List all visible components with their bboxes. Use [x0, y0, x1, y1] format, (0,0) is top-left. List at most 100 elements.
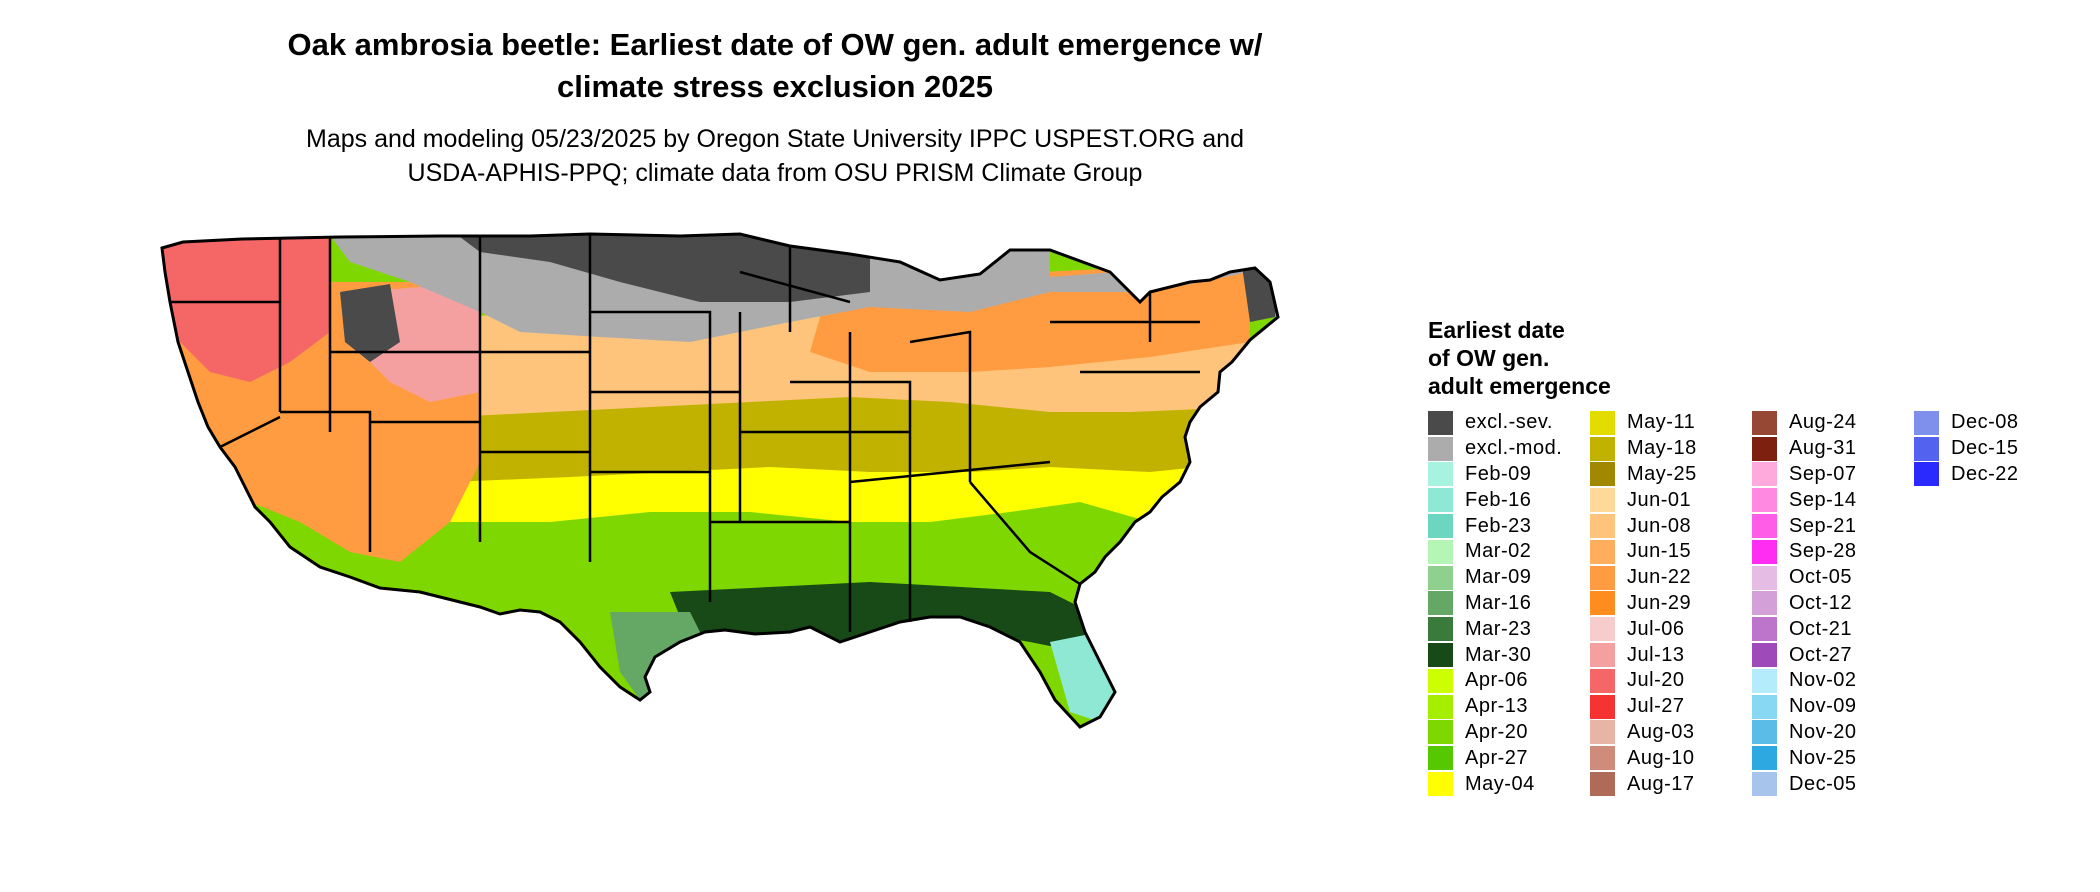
legend-label: Dec-05: [1789, 772, 1857, 795]
legend-label: Sep-07: [1789, 462, 1857, 485]
legend-swatch: [1752, 462, 1777, 487]
legend-item: Aug-03: [1590, 720, 1697, 746]
legend-item: Mar-23: [1428, 616, 1562, 642]
legend-label: Feb-23: [1465, 514, 1532, 537]
legend-swatch: [1752, 746, 1777, 771]
legend-label: Mar-23: [1465, 617, 1532, 640]
zone-excl-severe-wy: [340, 284, 400, 362]
legend-label: Jul-13: [1627, 643, 1685, 666]
legend-swatch: [1590, 410, 1615, 435]
legend-swatch: [1752, 668, 1777, 693]
legend-label: Feb-09: [1465, 462, 1532, 485]
legend-label: Jun-01: [1627, 488, 1692, 511]
legend-label: Jul-20: [1627, 669, 1685, 692]
zone-mar-dark-green: [670, 582, 1110, 652]
legend-label: May-25: [1627, 462, 1697, 485]
legend-swatch: [1752, 617, 1777, 642]
legend-swatch: [1590, 514, 1615, 539]
legend-item: Sep-07: [1752, 462, 1857, 488]
legend-label: Oct-05: [1789, 566, 1853, 589]
legend-label: Jun-22: [1627, 566, 1692, 589]
legend-swatch: [1590, 488, 1615, 513]
legend-swatch: [1752, 565, 1777, 590]
legend-swatch: [1752, 772, 1777, 797]
legend-item: Jul-20: [1590, 668, 1697, 694]
legend-item: May-25: [1590, 462, 1697, 488]
map-subtitle-line-2: USDA-APHIS-PPQ; climate data from OSU PR…: [407, 159, 1143, 187]
legend-swatch: [1590, 539, 1615, 564]
legend-label: Mar-30: [1465, 643, 1532, 666]
legend-swatch: [1752, 643, 1777, 668]
legend-swatch: [1428, 591, 1453, 616]
legend-label: Aug-10: [1627, 746, 1695, 769]
legend-label: Dec-22: [1951, 462, 2019, 485]
legend-swatch: [1590, 436, 1615, 461]
legend-swatch: [1752, 720, 1777, 745]
legend-swatch: [1752, 436, 1777, 461]
us-emergence-map: [160, 232, 1280, 729]
legend-label: Mar-09: [1465, 566, 1532, 589]
legend-item: Oct-12: [1752, 591, 1857, 617]
legend-item: Aug-10: [1590, 745, 1697, 771]
legend-label: Jun-08: [1627, 514, 1692, 537]
legend-item: excl.-sev.: [1428, 410, 1562, 436]
legend-item: Jul-13: [1590, 642, 1697, 668]
legend-item: Jun-29: [1590, 591, 1697, 617]
legend-label: Aug-17: [1627, 772, 1695, 795]
legend-item: Apr-06: [1428, 668, 1562, 694]
legend-label: Sep-28: [1789, 540, 1857, 563]
legend-label: Nov-25: [1789, 746, 1857, 769]
legend-swatch: [1752, 410, 1777, 435]
legend-item: Sep-28: [1752, 539, 1857, 565]
legend-swatch: [1428, 514, 1453, 539]
map-title-line-1: Oak ambrosia beetle: Earliest date of OW…: [287, 27, 1263, 62]
map-title: Oak ambrosia beetle: Earliest date of OW…: [140, 24, 1410, 108]
legend-label: Nov-02: [1789, 669, 1857, 692]
legend-item: Dec-22: [1914, 462, 2018, 488]
legend-swatch: [1428, 488, 1453, 513]
legend-item: Feb-16: [1428, 487, 1562, 513]
legend-swatch: [1428, 539, 1453, 564]
legend-swatch: [1428, 668, 1453, 693]
legend-item: Jun-22: [1590, 565, 1697, 591]
legend-item: May-11: [1590, 410, 1697, 436]
legend-item: Jun-15: [1590, 539, 1697, 565]
legend-item: Sep-21: [1752, 513, 1857, 539]
legend-swatch: [1590, 643, 1615, 668]
legend-column: May-11 May-18 May-25 Jun-01 Jun-08 Jun-15 Jun-…: [1590, 410, 1697, 797]
legend-title-line-3: adult emergence: [1428, 373, 1611, 399]
legend-label: Oct-21: [1789, 617, 1853, 640]
legend-swatch: [1428, 720, 1453, 745]
legend-item: Jun-08: [1590, 513, 1697, 539]
legend-item: Dec-15: [1914, 436, 2018, 462]
legend-item: Nov-25: [1752, 745, 1857, 771]
legend-item: May-04: [1428, 771, 1562, 797]
legend-item: Oct-05: [1752, 565, 1857, 591]
legend-swatch: [1752, 488, 1777, 513]
legend-item: excl.-mod.: [1428, 436, 1562, 462]
legend-item: Jun-01: [1590, 487, 1697, 513]
legend-item: Aug-17: [1590, 771, 1697, 797]
legend-swatch: [1428, 410, 1453, 435]
legend-swatch: [1914, 410, 1939, 435]
legend-swatch: [1752, 539, 1777, 564]
legend-item: Aug-24: [1752, 410, 1857, 436]
legend-column: excl.-sev. excl.-mod. Feb-09 Feb-16 Feb-23 Ma…: [1428, 410, 1562, 797]
legend-label: May-04: [1465, 772, 1535, 795]
legend-label: Jul-06: [1627, 617, 1685, 640]
legend-swatch: [1752, 514, 1777, 539]
legend-label: Nov-09: [1789, 695, 1857, 718]
legend-item: Oct-21: [1752, 616, 1857, 642]
legend-item: Sep-14: [1752, 487, 1857, 513]
legend-label: Jun-15: [1627, 540, 1692, 563]
legend-label: Jul-27: [1627, 695, 1685, 718]
legend-label: Sep-21: [1789, 514, 1857, 537]
legend-label: Mar-02: [1465, 540, 1532, 563]
legend-title-line-2: of OW gen.: [1428, 345, 1550, 371]
legend-swatch: [1590, 668, 1615, 693]
map-subtitle-line-1: Maps and modeling 05/23/2025 by Oregon S…: [306, 125, 1244, 153]
legend-item: Nov-20: [1752, 720, 1857, 746]
legend-item: Mar-16: [1428, 591, 1562, 617]
legend-label: Apr-06: [1465, 669, 1529, 692]
legend-item: Aug-31: [1752, 436, 1857, 462]
